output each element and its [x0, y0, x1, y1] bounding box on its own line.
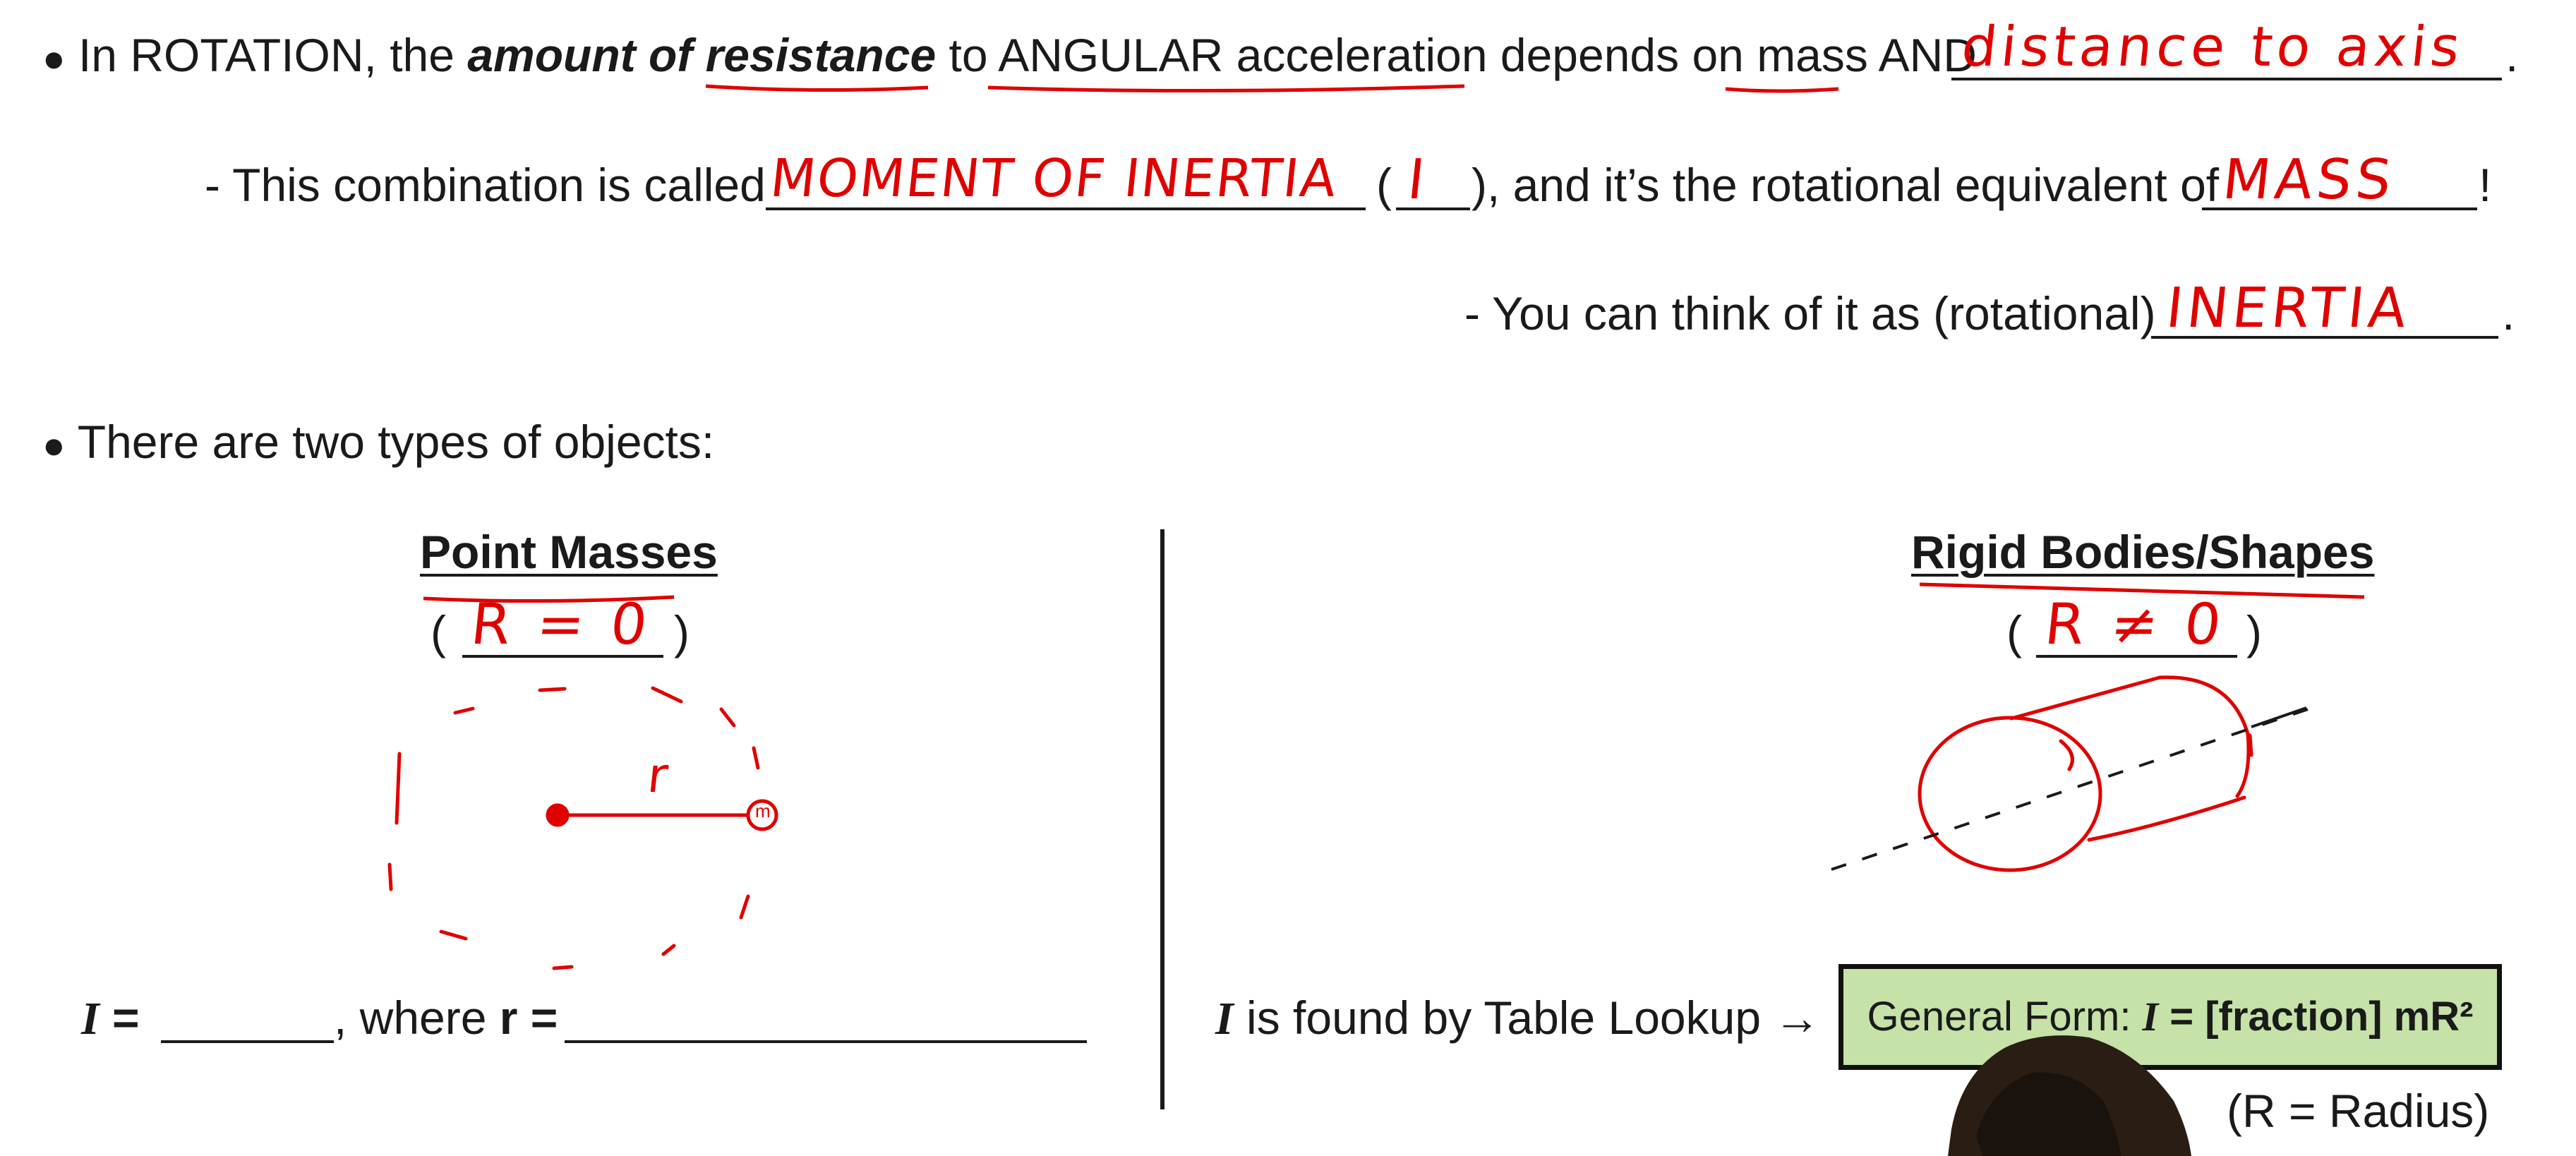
line3-text: - You can think of it as (rotational) — [1464, 287, 2156, 339]
left-paren-close: ) — [674, 606, 690, 658]
formula-where-text: , where — [334, 992, 500, 1044]
underline-rigid-bodies — [1919, 582, 2365, 599]
bullet: ● — [42, 424, 66, 466]
line2-text-b: ), and it’s the rotational equivalent of — [1471, 159, 2220, 211]
formula-equals-2: = — [517, 992, 558, 1044]
line2-text-a: - This combination is called — [205, 159, 766, 211]
left-answer-blank — [462, 655, 663, 658]
general-form-expression: = [fraction] mR² — [2158, 994, 2474, 1040]
point-mass-formula: I = — [81, 989, 140, 1047]
line1-text-d: AND — [1867, 29, 1977, 81]
line2-end: ! — [2479, 159, 2492, 211]
radius-note: (R = Radius) — [2227, 1085, 2490, 1137]
underline-mass — [1725, 87, 1839, 93]
line1-blank — [1951, 78, 2502, 80]
point-mass-diagram — [387, 686, 778, 970]
line1-emphasis: amount of resistance — [467, 29, 937, 81]
right-answer-blank — [2036, 655, 2237, 658]
underline-resistance — [705, 84, 929, 92]
inertia-symbol: I — [81, 993, 100, 1044]
right-paren-open: ( — [2006, 606, 2022, 658]
bullet: ● — [42, 37, 66, 80]
formula-where: , where r = — [334, 989, 558, 1046]
right-paren-close: ) — [2246, 606, 2262, 658]
lookup-text: is found by Table Lookup → — [1233, 992, 1821, 1044]
line2-paren: ( — [1376, 159, 1392, 211]
axis-tip — [2251, 706, 2307, 728]
rigid-bodies-heading: Rigid Bodies/Shapes — [1911, 526, 2375, 578]
line3-blank — [2151, 336, 2498, 339]
mass-label: m — [755, 800, 771, 821]
lookup-inertia-symbol: I — [1215, 993, 1234, 1044]
formula-blank-i — [161, 1040, 334, 1043]
cylinder-axis — [1831, 708, 2309, 871]
line1-end: . — [2505, 29, 2519, 81]
line1-angular: ANGULAR acceleration — [998, 29, 1488, 81]
general-form-inertia: I — [2142, 994, 2159, 1040]
formula-r: r — [499, 992, 518, 1044]
underline-angular — [987, 84, 1465, 93]
line3-end: . — [2502, 287, 2515, 339]
line4-text: There are two types of objects: — [77, 416, 715, 468]
formula-blank-r — [565, 1040, 1087, 1043]
left-paren-open: ( — [431, 606, 446, 658]
line2-blank1 — [766, 207, 1366, 210]
cylinder-diagram — [1918, 675, 2253, 872]
line1-mass: mass — [1757, 29, 1868, 81]
general-form-box: General Form: I = [fraction] mR² — [1838, 964, 2502, 1070]
presenter-silhouette — [1948, 1035, 2191, 1156]
point-masses-heading: Point Masses — [420, 526, 718, 578]
line1: ● In ROTATION, the amount of resistance … — [42, 27, 1977, 87]
line2-blank2 — [1396, 207, 1470, 210]
line1-text-b: to — [936, 29, 999, 81]
formula-equals: = — [99, 992, 140, 1044]
general-form-label: General Form: — [1867, 994, 2143, 1040]
underline-point-masses — [423, 595, 675, 603]
line1-text-c: depends on — [1487, 29, 1757, 81]
line2-blank3 — [2202, 207, 2477, 210]
line4: ● There are two types of objects: — [42, 414, 714, 474]
line1-text-a: In ROTATION, the — [78, 29, 468, 81]
table-lookup-text: I is found by Table Lookup → — [1215, 989, 1820, 1047]
